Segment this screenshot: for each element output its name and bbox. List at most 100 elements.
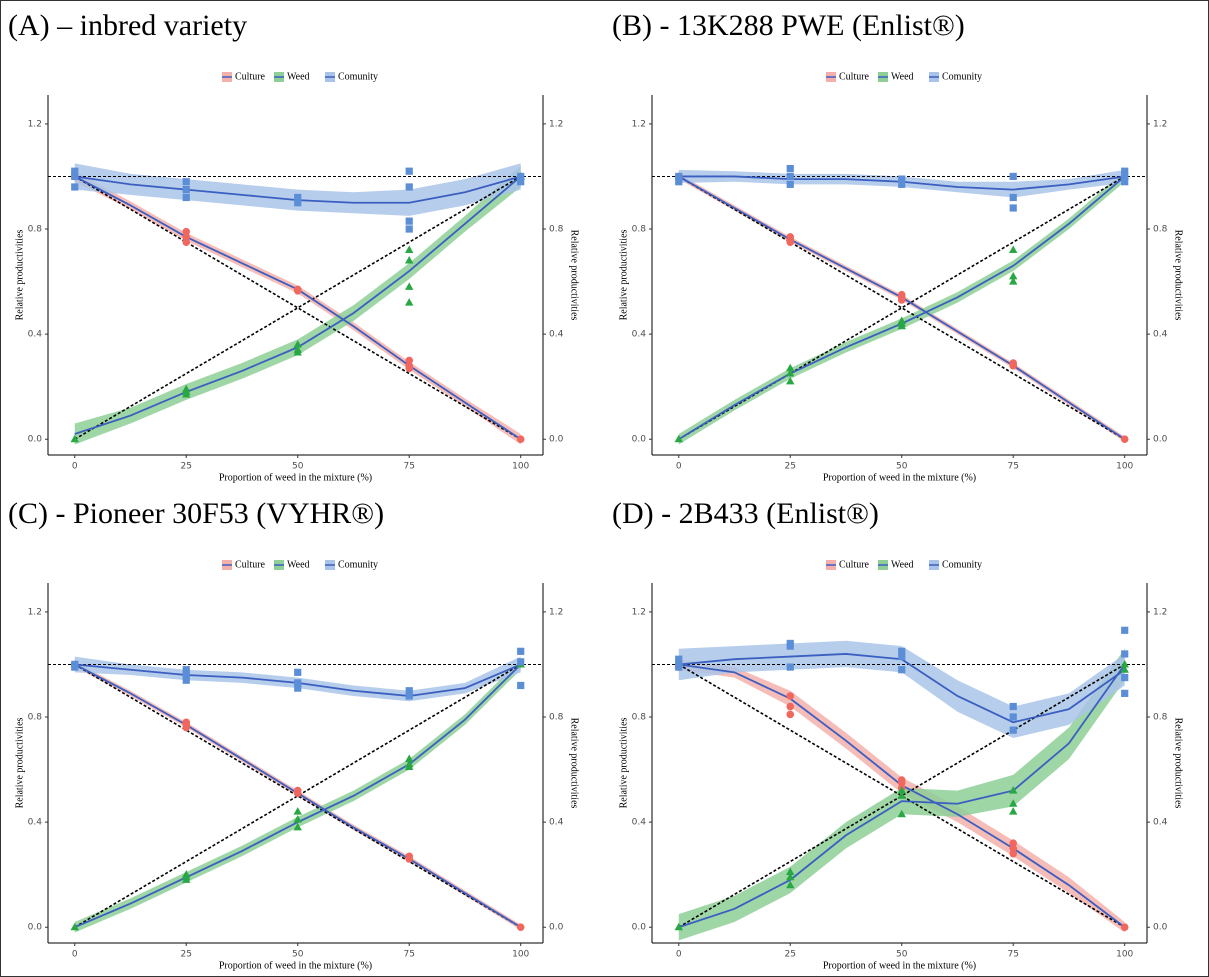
point xyxy=(405,762,414,770)
point xyxy=(293,789,302,798)
point xyxy=(293,814,302,823)
y2-tick-label: 0.0 xyxy=(549,435,564,445)
legend-label: Comunity xyxy=(942,559,982,570)
x-axis-label: Proportion of weed in the mixture (%) xyxy=(823,472,976,483)
point xyxy=(182,178,190,186)
reference-line xyxy=(678,663,1126,928)
y-tick-label: 1.2 xyxy=(28,119,42,129)
y2-tick-label: 1.2 xyxy=(549,119,563,129)
x-tick-label: 75 xyxy=(403,462,414,472)
point xyxy=(1121,172,1129,181)
point xyxy=(897,778,906,787)
point xyxy=(293,340,302,348)
point xyxy=(182,233,191,241)
point xyxy=(786,880,795,889)
point xyxy=(675,178,683,186)
point xyxy=(517,658,525,666)
y-tick-label: 0.4 xyxy=(28,818,43,828)
confidence-ribbon xyxy=(74,165,521,445)
point xyxy=(897,791,906,799)
point xyxy=(898,180,906,188)
point xyxy=(675,655,683,663)
point xyxy=(517,647,525,655)
point xyxy=(674,922,683,931)
point xyxy=(1120,923,1129,932)
point xyxy=(405,298,414,306)
y-tick-label: 0.4 xyxy=(28,330,43,340)
point xyxy=(405,687,413,695)
x-tick-label: 50 xyxy=(292,462,304,472)
y-tick-label: 0.8 xyxy=(28,713,43,723)
point xyxy=(405,217,413,225)
point xyxy=(1009,702,1017,711)
x-tick-label: 100 xyxy=(1116,462,1133,472)
y2-axis-label: Relative productivities xyxy=(569,230,580,321)
x-tick-label: 100 xyxy=(1116,950,1133,960)
panel-title: (C) - Pioneer 30F53 (VYHR®) xyxy=(8,497,384,530)
point xyxy=(182,238,191,246)
legend-label: Comunity xyxy=(338,559,378,570)
point xyxy=(1009,271,1018,280)
reference-line xyxy=(74,175,522,440)
y-tick-label: 1.2 xyxy=(28,607,42,617)
y-tick-label: 0.0 xyxy=(632,923,647,933)
y2-tick-label: 0.0 xyxy=(549,923,564,933)
point xyxy=(293,822,302,831)
point xyxy=(675,172,683,181)
point xyxy=(1009,204,1017,212)
x-tick-label: 0 xyxy=(72,950,78,960)
x-tick-label: 25 xyxy=(785,462,796,472)
point xyxy=(405,855,414,863)
legend-label: Culture xyxy=(235,559,266,570)
x-tick-label: 0 xyxy=(676,462,682,472)
y-tick-label: 0.8 xyxy=(632,713,647,723)
x-tick-label: 25 xyxy=(181,462,192,472)
point xyxy=(1121,167,1129,175)
point xyxy=(786,164,794,173)
point xyxy=(1121,178,1129,186)
point xyxy=(786,363,795,372)
point xyxy=(786,663,794,671)
point xyxy=(1009,245,1018,254)
point xyxy=(405,692,413,700)
y-tick-label: 0.0 xyxy=(28,435,43,445)
x-tick-label: 75 xyxy=(1007,950,1018,960)
legend-label: Culture xyxy=(839,559,870,570)
legend-label: Weed xyxy=(287,71,310,82)
y2-tick-label: 0.4 xyxy=(549,818,564,828)
y2-tick-label: 0.0 xyxy=(1153,923,1168,933)
point xyxy=(517,178,525,186)
point xyxy=(294,668,302,676)
reference-line xyxy=(74,175,522,440)
point xyxy=(786,692,795,700)
point xyxy=(786,376,795,385)
point xyxy=(182,671,190,679)
reference-line xyxy=(678,175,1126,440)
point xyxy=(675,663,683,671)
confidence-ribbon xyxy=(74,659,521,933)
point xyxy=(405,282,414,290)
y2-tick-label: 0.4 xyxy=(1153,818,1168,828)
point xyxy=(70,434,79,443)
point xyxy=(1121,673,1129,682)
point xyxy=(1120,659,1129,668)
x-tick-label: 100 xyxy=(512,950,529,960)
point xyxy=(1121,650,1129,658)
panel-title: (A) – inbred variety xyxy=(8,9,247,42)
point xyxy=(182,185,190,194)
legend-label: Weed xyxy=(891,559,914,570)
point xyxy=(517,172,525,181)
point xyxy=(897,296,906,304)
x-tick-label: 75 xyxy=(1007,462,1018,472)
legend-label: Culture xyxy=(839,71,870,82)
y-axis-label: Relative productivities xyxy=(618,229,629,320)
point xyxy=(1121,626,1129,634)
legend-label: Comunity xyxy=(338,71,378,82)
panel-title: (D) - 2B433 (Enlist®) xyxy=(612,497,879,530)
point xyxy=(897,321,906,330)
y2-tick-label: 0.4 xyxy=(1153,330,1168,340)
point xyxy=(1120,665,1129,673)
reference-line xyxy=(678,663,1126,928)
point xyxy=(1009,849,1018,858)
